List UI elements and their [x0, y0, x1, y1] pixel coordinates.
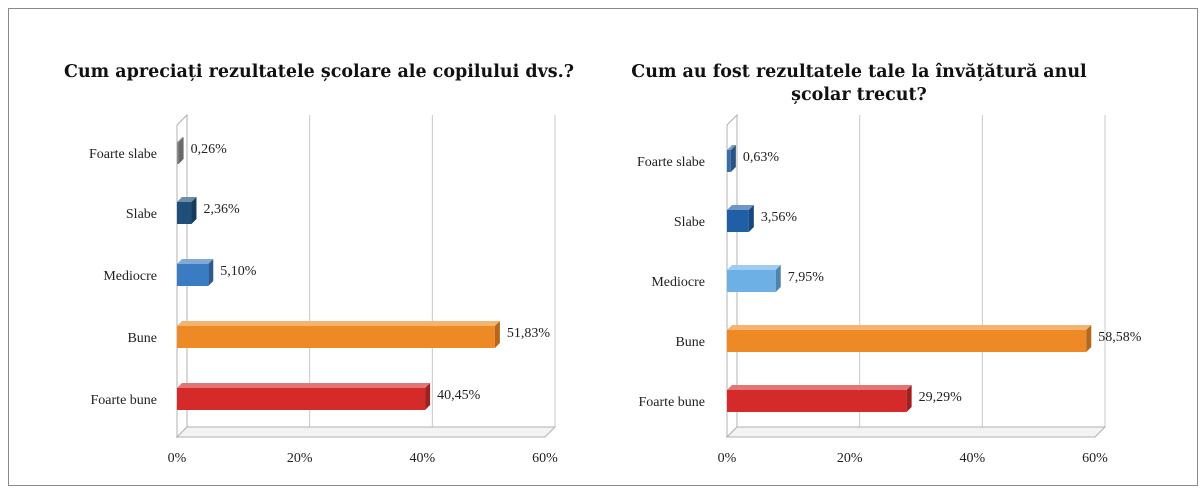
bar — [177, 321, 500, 348]
bar-end — [1086, 325, 1092, 352]
x-tick-label: 0% — [718, 451, 737, 466]
bar-top — [727, 205, 754, 210]
category-label: Slabe — [674, 215, 705, 230]
bar — [727, 325, 1092, 352]
data-label: 51,83% — [507, 326, 550, 341]
category-label: Foarte bune — [639, 395, 705, 410]
bar-chart-left: 0% 20% 40% 60% Foarte slabe 0,26% Slabe 2,36% Me… — [89, 113, 558, 466]
bar-front — [177, 388, 426, 410]
category-label: Mediocre — [651, 275, 705, 290]
bar-front — [177, 202, 192, 224]
bar-end — [494, 321, 500, 348]
bar-end — [425, 383, 431, 410]
figure-frame: Cum apreciați rezultatele școlare ale co… — [8, 8, 1198, 486]
bar-front — [177, 142, 179, 164]
bar — [177, 383, 431, 410]
bar — [727, 385, 912, 412]
bar-end — [775, 265, 781, 292]
data-label: 5,10% — [220, 264, 257, 279]
bar-front — [177, 326, 495, 348]
chart-title: Cum au fost rezultatele tale la învățătu… — [631, 62, 1087, 105]
data-label: 58,58% — [1098, 330, 1142, 345]
data-label: 0,26% — [191, 142, 228, 157]
bar-top — [177, 321, 500, 326]
bar-front — [727, 330, 1087, 352]
bar-top — [727, 385, 912, 390]
bar-front — [727, 390, 907, 412]
data-label: 7,95% — [788, 270, 825, 285]
category-label: Foarte slabe — [637, 155, 705, 170]
x-tick-label: 40% — [409, 451, 435, 466]
bar — [177, 259, 214, 286]
bar — [177, 197, 197, 224]
chart-panel-right: Cum au fost rezultatele tale la învățătu… — [599, 9, 1197, 485]
category-label: Foarte slabe — [89, 147, 157, 162]
bar-chart-right: 0% 20% 40% 60% Foarte slabe 0,63% Slabe 3,56% Me… — [637, 113, 1142, 466]
chart-floor — [725, 426, 1107, 438]
bar-top — [727, 325, 1092, 330]
data-label: 2,36% — [203, 202, 240, 217]
data-label: 0,63% — [743, 150, 780, 165]
chart-floor — [175, 426, 557, 438]
data-label: 3,56% — [761, 210, 798, 225]
category-label: Mediocre — [103, 269, 157, 284]
bar-top — [177, 259, 214, 264]
chart-title: Cum apreciați rezultatele școlare ale co… — [64, 62, 574, 82]
x-tick-label: 20% — [837, 451, 863, 466]
bar-top — [177, 197, 197, 202]
x-tick-label: 60% — [532, 451, 558, 466]
bar-top — [177, 383, 431, 388]
data-label: 40,45% — [437, 388, 481, 403]
x-tick-label: 60% — [1082, 451, 1108, 466]
bar — [727, 265, 781, 292]
bar-end — [906, 385, 912, 412]
x-tick-label: 40% — [959, 451, 985, 466]
category-label: Foarte bune — [91, 393, 157, 408]
bar — [177, 137, 184, 164]
bar-top — [177, 137, 184, 142]
category-label: Bune — [127, 331, 157, 346]
category-label: Slabe — [126, 207, 157, 222]
bar-end — [178, 137, 184, 164]
bar — [727, 145, 736, 172]
x-tick-label: 20% — [287, 451, 313, 466]
chart-panel-left: Cum apreciați rezultatele școlare ale co… — [9, 9, 599, 485]
bar-end — [191, 197, 197, 224]
data-label: 29,29% — [919, 390, 963, 405]
category-label: Bune — [675, 335, 705, 350]
x-tick-label: 0% — [168, 451, 187, 466]
bar-front — [727, 210, 749, 232]
bar-front — [177, 264, 209, 286]
bar-end — [730, 145, 736, 172]
bar-end — [208, 259, 214, 286]
bar-top — [727, 265, 781, 270]
bar-top — [727, 145, 736, 150]
bar-front — [727, 150, 731, 172]
bar-end — [748, 205, 754, 232]
bar-front — [727, 270, 776, 292]
bar — [727, 205, 754, 232]
